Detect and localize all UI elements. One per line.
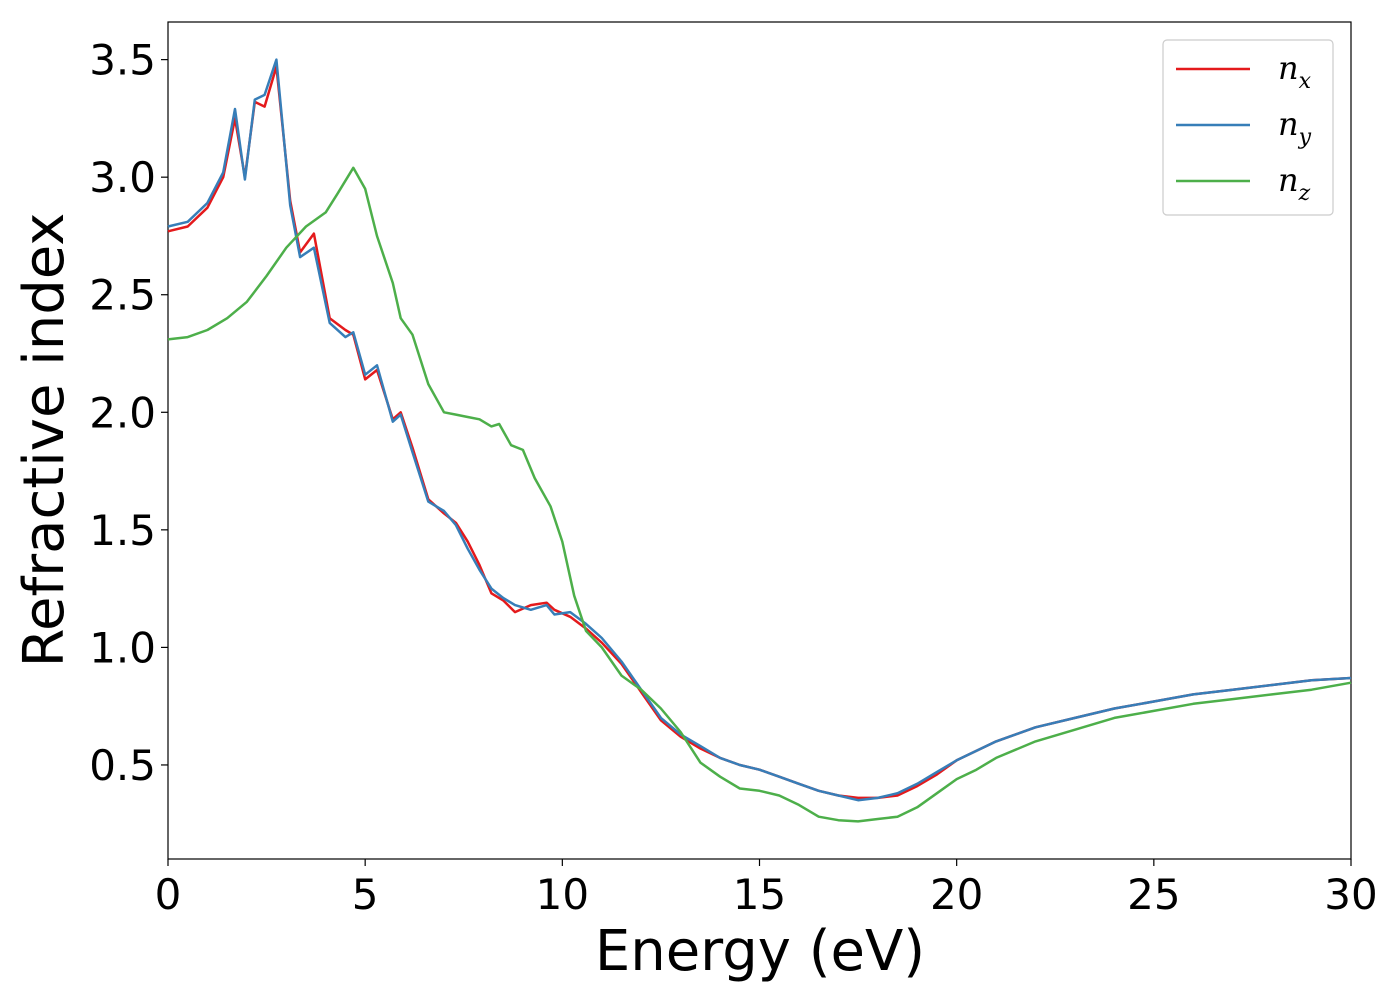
y-tick-label: 1.0 xyxy=(89,623,156,672)
y-tick-label: 2.0 xyxy=(89,388,156,437)
x-tick-label: 5 xyxy=(352,870,379,919)
y-tick-label: 0.5 xyxy=(89,741,156,790)
y-tick-label: 3.0 xyxy=(89,153,156,202)
x-tick-label: 15 xyxy=(733,870,786,919)
series-line-ny xyxy=(167,58,1352,802)
series-layer xyxy=(167,58,1352,823)
x-tick-label: 25 xyxy=(1127,870,1180,919)
series-line-nz xyxy=(167,166,1352,823)
x-tick-label: 30 xyxy=(1324,870,1377,919)
y-tick-label: 2.5 xyxy=(89,271,156,320)
plot-area: 0 5 10 15 20 25 30 0.5 1.0 1.5 2.0 2.5 3.0 3.5 xyxy=(89,21,1378,919)
legend-label-nx: nx xyxy=(1278,49,1312,94)
x-axis: 0 5 10 15 20 25 30 xyxy=(155,859,1378,919)
x-tick-label: 10 xyxy=(536,870,589,919)
y-axis-title: Refractive index xyxy=(12,213,77,668)
x-axis-title: Energy (eV) xyxy=(595,919,925,984)
y-tick-label: 3.5 xyxy=(89,36,156,85)
legend-label-nz: nz xyxy=(1278,161,1311,206)
legend: nx ny nz xyxy=(1162,39,1334,216)
y-tick-label: 1.5 xyxy=(89,506,156,555)
legend-frame xyxy=(1162,39,1334,216)
y-axis: 0.5 1.0 1.5 2.0 2.5 3.0 3.5 xyxy=(89,36,168,790)
legend-label-ny: ny xyxy=(1278,105,1312,150)
x-tick-label: 0 xyxy=(155,870,182,919)
x-tick-label: 20 xyxy=(930,870,983,919)
